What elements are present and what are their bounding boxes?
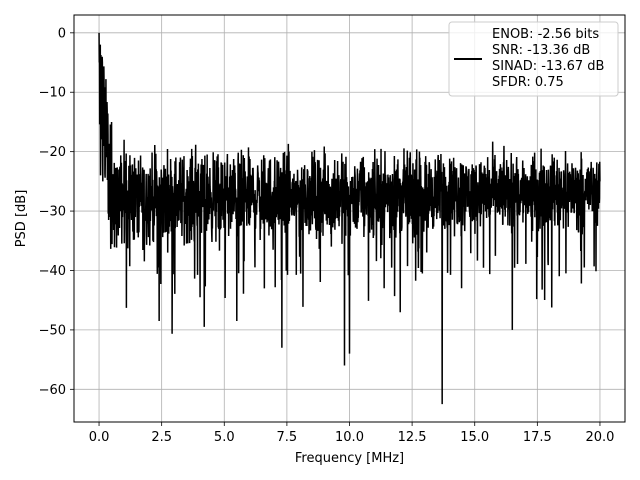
legend-sinad: SINAD: -13.67 dB — [492, 59, 604, 74]
legend-box — [448, 21, 619, 97]
legend-enob: ENOB: -2.56 bits — [492, 27, 599, 42]
legend-sfdr: SFDR: 0.75 — [492, 75, 564, 90]
psd-trace — [98, 32, 601, 405]
x-tick-label: 7.5 — [277, 430, 298, 445]
y-axis-label: PSD [dB] — [14, 190, 29, 248]
legend: ENOB: -2.56 bits SNR: -13.36 dB SINAD: -… — [448, 21, 619, 97]
x-axis-label: Frequency [MHz] — [295, 451, 404, 466]
x-tick-label: 12.5 — [398, 430, 427, 445]
x-tick-label: 5.0 — [214, 430, 235, 445]
x-tick-label: 20.0 — [585, 430, 614, 445]
y-axis: 0 −10 −20 −30 −40 −50 −60 — [39, 26, 74, 398]
x-axis: 0.0 2.5 5.0 7.5 10.0 12.5 15.0 17.5 20.0 — [89, 422, 614, 445]
y-tick-label: −10 — [39, 86, 66, 101]
y-tick-label: 0 — [58, 26, 66, 41]
y-tick-label: −60 — [39, 383, 66, 398]
x-tick-label: 17.5 — [523, 430, 552, 445]
x-tick-label: 0.0 — [89, 430, 110, 445]
x-tick-label: 2.5 — [151, 430, 172, 445]
y-tick-label: −50 — [39, 323, 66, 338]
psd-series-line — [98, 32, 601, 405]
x-tick-label: 15.0 — [460, 430, 489, 445]
y-tick-label: −20 — [39, 145, 66, 160]
y-tick-label: −30 — [39, 205, 66, 220]
y-tick-label: −40 — [39, 264, 66, 279]
legend-snr: SNR: -13.36 dB — [492, 43, 590, 58]
x-tick-label: 10.0 — [335, 430, 364, 445]
